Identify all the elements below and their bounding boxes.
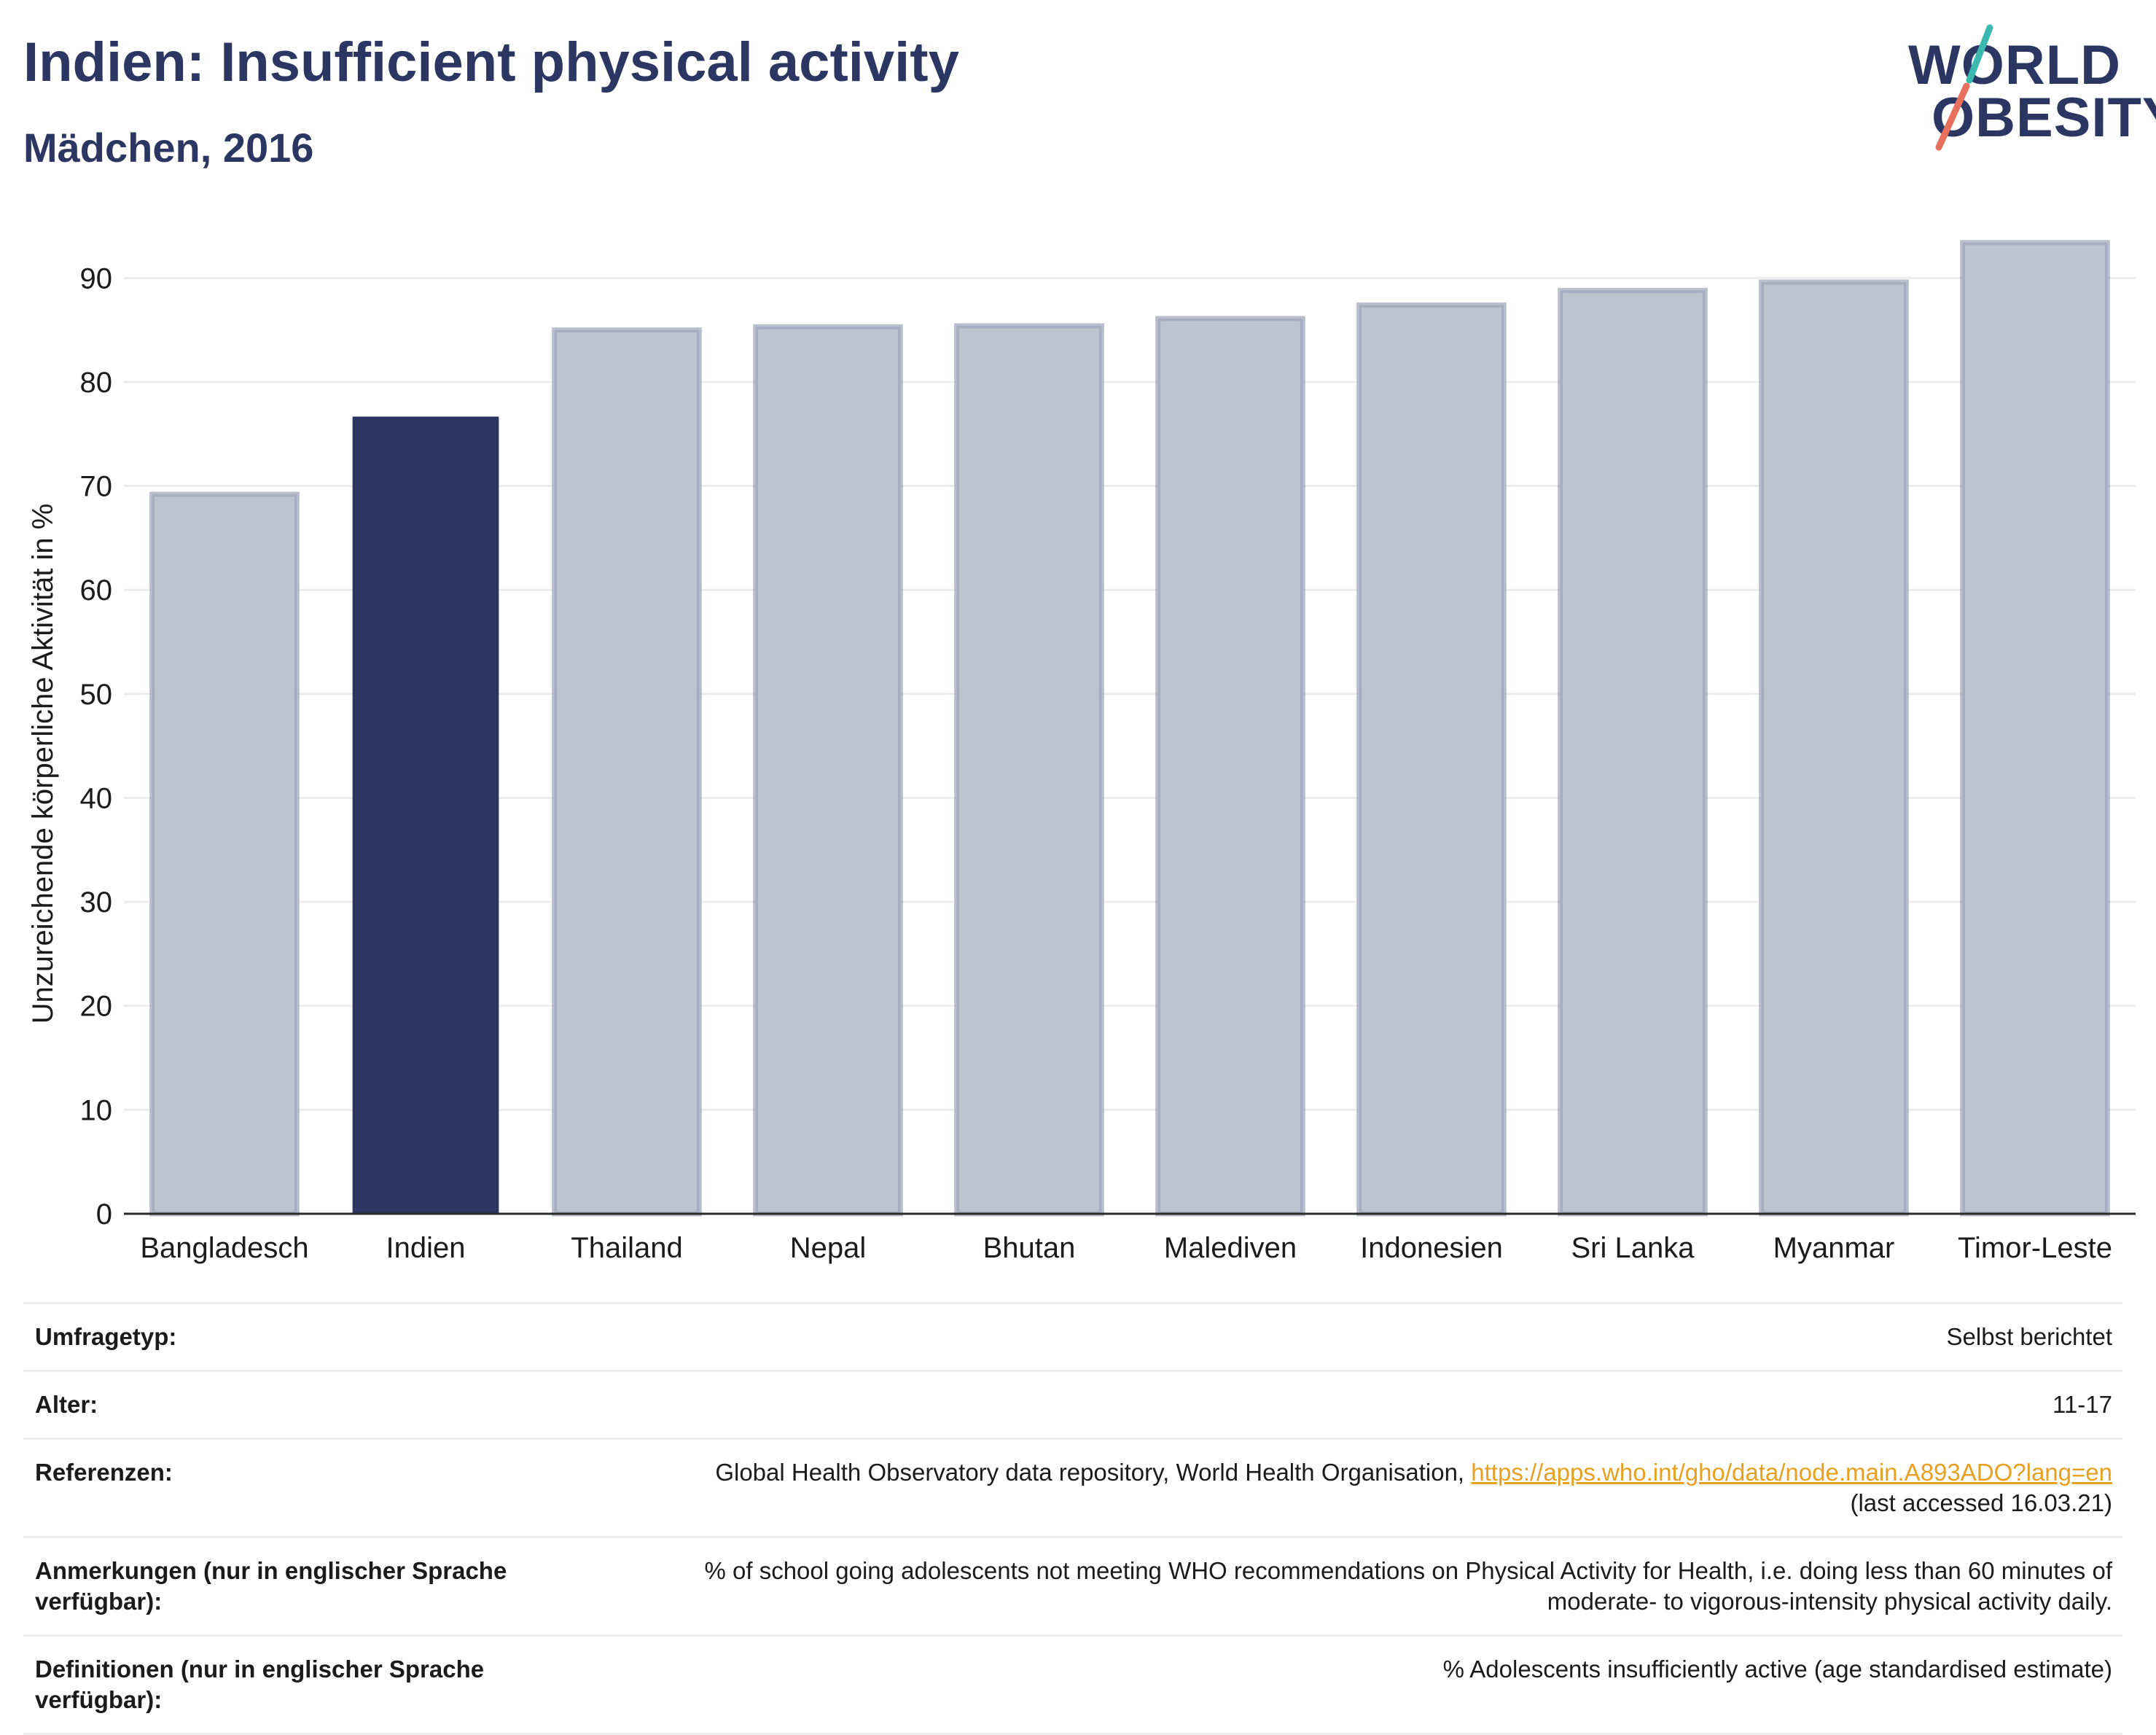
y-tick-label: 50 (80, 679, 113, 711)
remarks-line-1: % of school going adolescents not meetin… (704, 1557, 2113, 1584)
remarks-value: % of school going adolescents not meetin… (589, 1556, 2113, 1617)
y-tick-label: 70 (80, 471, 113, 503)
notes-table: Umfragetyp: Selbst berichtet Alter: 11-1… (23, 1302, 2122, 1735)
x-tick-label: Sri Lanka (1571, 1232, 1695, 1264)
x-tick-label: Bhutan (983, 1232, 1076, 1264)
bar-sri-lanka (1558, 287, 1708, 1217)
x-tick-label: Myanmar (1773, 1232, 1895, 1264)
note-row-survey: Umfragetyp: Selbst berichtet (23, 1304, 2122, 1372)
logo-text-world: WORLD (1908, 34, 2122, 96)
bar-nepal (753, 324, 903, 1217)
chart-title: Indien: Insufficient physical activity (23, 31, 959, 93)
x-tick-label: Malediven (1164, 1232, 1297, 1264)
references-label: Referenzen: (35, 1459, 173, 1486)
logo-text-obesity: OBESITY (1932, 87, 2156, 149)
axes: 0 10 20 30 40 50 60 70 80 90 Bangladesch Indien Thai… (80, 262, 2136, 1264)
bar-bangladesch (149, 491, 300, 1217)
definitions-value: % Adolescents insufficiently active (age… (1442, 1656, 2112, 1683)
y-tick-label: 40 (80, 782, 113, 814)
y-tick-label: 20 (80, 991, 113, 1023)
y-tick-label: 60 (80, 574, 113, 607)
y-tick-label: 10 (80, 1094, 113, 1126)
bar-timor-leste (1960, 240, 2110, 1217)
x-tick-label: Bangladesch (140, 1232, 308, 1264)
definitions-label: Definitionen (nur in englischer Sprache … (35, 1656, 485, 1713)
note-row-age: Alter: 11-17 (23, 1372, 2122, 1440)
logo-slash-icon (1935, 24, 1993, 151)
x-tick-label: Nepal (790, 1232, 867, 1264)
y-tick-label: 90 (80, 262, 113, 295)
survey-type-label: Umfragetyp: (35, 1323, 177, 1350)
bar-indonesien (1356, 302, 1507, 1217)
bar-myanmar (1759, 279, 1909, 1217)
x-tick-label: Timor-Leste (1958, 1232, 2112, 1264)
world-obesity-logo: WORLD OBESITY (1902, 22, 2156, 153)
note-row-definitions: Definitionen (nur in englischer Sprache … (23, 1637, 2122, 1735)
y-axis-label: Unzureichende körperliche Aktivität in % (27, 504, 59, 1024)
references-accessed: (last accessed 16.03.21) (1850, 1489, 2112, 1516)
bar-thailand (552, 327, 702, 1217)
remarks-label: Anmerkungen (nur in englischer Sprache v… (35, 1557, 507, 1615)
bars (149, 240, 2110, 1217)
chart-subtitle: Mädchen, 2016 (23, 125, 314, 171)
note-row-references: Referenzen: Global Health Observatory da… (23, 1440, 2122, 1538)
y-tick-label: 30 (80, 886, 113, 919)
note-row-remarks: Anmerkungen (nur in englischer Sprache v… (23, 1538, 2122, 1637)
references-link[interactable]: https://apps.who.int/gho/data/node.main.… (1471, 1459, 2112, 1486)
age-value: 11-17 (2053, 1391, 2112, 1418)
bar-indien (352, 416, 499, 1214)
x-tick-label: Thailand (571, 1232, 682, 1264)
y-tick-label: 0 (96, 1198, 112, 1231)
references-value: Global Health Observatory data repositor… (589, 1457, 2112, 1518)
x-tick-label: Indien (386, 1232, 466, 1264)
x-tick-label: Indonesien (1360, 1232, 1503, 1264)
y-tick-label: 80 (80, 367, 113, 399)
age-label: Alter: (35, 1391, 98, 1418)
survey-type-value: Selbst berichtet (1946, 1323, 2112, 1350)
remarks-line-2: moderate- to vigorous-intensity physical… (1547, 1588, 2112, 1615)
references-text: Global Health Observatory data repositor… (715, 1459, 1465, 1486)
bar-malediven (1155, 316, 1305, 1217)
bar-bhutan (954, 323, 1104, 1217)
bar-chart: 0 10 20 30 40 50 60 70 80 90 Bangladesch Indien Thai… (27, 240, 2136, 1264)
